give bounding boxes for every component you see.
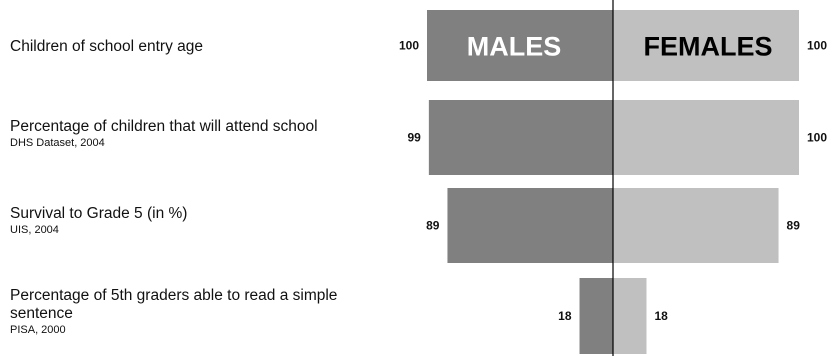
bar-females-2 [613,188,779,263]
legend-males: MALES [467,32,562,62]
row-source: UIS, 2004 [10,224,59,236]
data-label-females-1: 100 [807,131,827,145]
row-label-3: Percentage of 5th graders able to read a… [10,287,400,337]
data-label-males-1: 99 [408,131,422,145]
bar-females-0 [613,10,799,81]
bar-females-3 [613,278,647,354]
row-title: Children of school entry age [10,38,204,55]
data-label-females-2: 89 [787,219,801,233]
row-title: Percentage of children that will attend … [10,118,318,135]
row-label-2: Survival to Grade 5 (in %) UIS, 2004 [10,205,380,237]
legend-females: FEMALES [643,32,772,62]
bar-males-2 [447,188,613,263]
bar-males-0 [427,10,613,81]
row-title: Percentage of 5th graders able to read a… [10,287,338,322]
row-source: PISA, 2000 [10,324,66,336]
bar-males-3 [579,278,613,354]
row-label-1: Percentage of children that will attend … [10,118,380,150]
data-label-males-2: 89 [426,219,440,233]
data-label-females-0: 100 [807,39,827,53]
bar-females-1 [613,100,799,175]
data-label-males-0: 100 [399,39,419,53]
bar-males-1 [428,100,613,175]
data-label-females-3: 18 [654,309,668,323]
row-label-0: Children of school entry age [10,38,380,56]
row-title: Survival to Grade 5 (in %) [10,205,188,222]
row-source: DHS Dataset, 2004 [10,137,105,149]
data-label-males-3: 18 [558,309,572,323]
